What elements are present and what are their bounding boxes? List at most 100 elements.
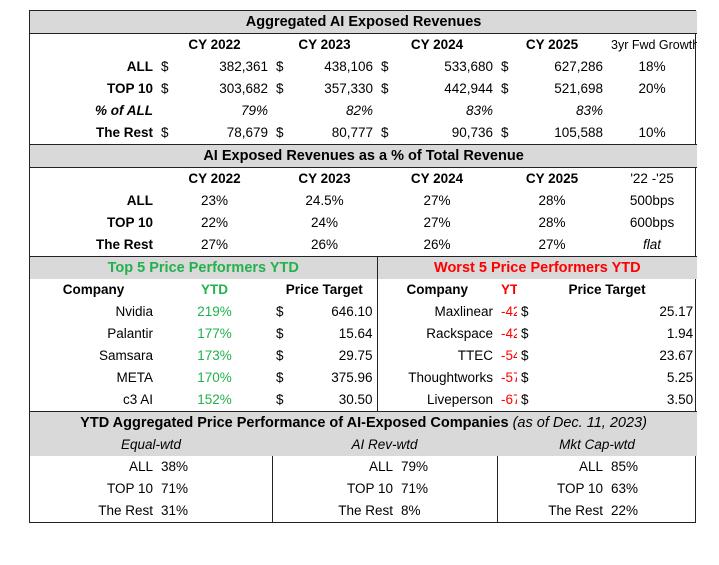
col-cy2024: CY 2024 bbox=[410, 171, 464, 186]
row-label: % of ALL bbox=[95, 103, 153, 118]
performance-value: 22% bbox=[611, 503, 639, 518]
worst5-company-name: Rackspace bbox=[376, 323, 497, 345]
performance-value: 63% bbox=[611, 481, 639, 496]
row-label: TOP 10 bbox=[106, 215, 153, 230]
cell-value: 105,588 bbox=[554, 125, 603, 140]
cell-value: 79% bbox=[240, 103, 268, 118]
top5-col-ytd: YTD bbox=[201, 282, 228, 297]
top5-currency-symbol: $ bbox=[276, 392, 284, 407]
worst5-ytd-value: -57% bbox=[501, 370, 517, 385]
growth-value bbox=[607, 100, 697, 122]
cell-value: 80,777 bbox=[331, 125, 373, 140]
row-label: The Rest bbox=[95, 125, 153, 140]
top5-company-name: Nvidia bbox=[115, 304, 153, 319]
currency-symbol: $ bbox=[161, 125, 169, 140]
section2-row: ALL 23% 24.5% 27% 28% 500bps bbox=[30, 190, 697, 212]
cell-value: 27% bbox=[423, 193, 451, 208]
col-cy2024: CY 2024 bbox=[410, 37, 464, 52]
cell-value: 382,361 bbox=[219, 59, 268, 74]
worst5-title: Worst 5 Price Performers YTD bbox=[376, 256, 698, 279]
top5-price-target: 30.50 bbox=[338, 392, 373, 407]
section1-row: The Rest $78,679 $80,777 $90,736 $105,588 10% bbox=[30, 122, 697, 145]
worst5-price-target: 23.67 bbox=[659, 348, 694, 363]
section3-header: Top 5 Price Performers YTD Worst 5 Price … bbox=[30, 256, 698, 279]
spacer bbox=[30, 168, 157, 191]
col-cy2022: CY 2022 bbox=[188, 37, 241, 52]
performance-value: 85% bbox=[611, 459, 639, 474]
row-label: ALL bbox=[126, 59, 153, 74]
weighting-name: Equal-wtd bbox=[30, 434, 272, 456]
section3-column-headers: Company YTD Price Target Company YTD Price Ta… bbox=[30, 279, 697, 301]
section1-header: Aggregated AI Exposed Revenues bbox=[30, 11, 698, 34]
worst5-ytd-value: -67% bbox=[501, 392, 517, 407]
col-cy2022: CY 2022 bbox=[188, 171, 241, 186]
col-cy2025: CY 2025 bbox=[525, 37, 579, 52]
top5-ytd-value: 177% bbox=[197, 326, 232, 341]
worst5-col-price-target: Price Target bbox=[568, 282, 646, 297]
worst5-ytd-value: -54% bbox=[501, 348, 517, 363]
cell-value: 303,682 bbox=[219, 81, 268, 96]
worst5-company-name: Thoughtworks bbox=[376, 367, 497, 389]
row-label: The Rest bbox=[98, 503, 153, 518]
section2-title: AI Exposed Revenues as a % of Total Reve… bbox=[30, 144, 698, 168]
currency-symbol: $ bbox=[501, 59, 509, 74]
col-cy2023: CY 2023 bbox=[298, 171, 351, 186]
performance-value: 38% bbox=[161, 459, 189, 474]
worst5-price-target: 1.94 bbox=[666, 326, 694, 341]
cell-value: 442,944 bbox=[444, 81, 493, 96]
cell-value: 83% bbox=[575, 103, 603, 118]
row-label: TOP 10 bbox=[271, 478, 397, 500]
section4-title: YTD Aggregated Price Performance of AI-E… bbox=[30, 411, 698, 434]
cell-value: 27% bbox=[200, 237, 229, 252]
row-label: TOP 10 bbox=[106, 481, 153, 496]
worst5-currency-symbol: $ bbox=[521, 392, 529, 407]
worst5-price-target: 25.17 bbox=[659, 304, 694, 319]
currency-symbol bbox=[497, 100, 517, 122]
worst5-currency-symbol: $ bbox=[521, 370, 529, 385]
section4-row: TOP 10 71% TOP 10 71% TOP 10 63% bbox=[30, 478, 697, 500]
change-value: flat bbox=[643, 237, 662, 252]
top5-company-name: Palantir bbox=[107, 326, 153, 341]
col-change: '22 -'25 bbox=[630, 171, 674, 186]
section2-header: AI Exposed Revenues as a % of Total Reve… bbox=[30, 144, 698, 168]
cell-value: 24% bbox=[310, 215, 339, 230]
cell-value: 357,330 bbox=[324, 81, 373, 96]
weighting-name: AI Rev-wtd bbox=[272, 434, 497, 456]
currency-symbol: $ bbox=[161, 59, 169, 74]
top5-currency-symbol: $ bbox=[276, 326, 284, 341]
cell-value: 26% bbox=[310, 237, 339, 252]
worst5-currency-symbol: $ bbox=[521, 348, 529, 363]
top5-ytd-value: 173% bbox=[197, 348, 232, 363]
cell-value: 24.5% bbox=[305, 193, 344, 208]
performance-value: 31% bbox=[161, 503, 189, 518]
row-label: ALL bbox=[126, 193, 153, 208]
cell-value: 26% bbox=[423, 237, 451, 252]
change-value: 500bps bbox=[629, 193, 675, 208]
top5-col-price-target: Price Target bbox=[285, 282, 363, 297]
row-label: ALL bbox=[271, 456, 397, 478]
worst5-company-name: TTEC bbox=[376, 345, 497, 367]
cell-value: 78,679 bbox=[226, 125, 268, 140]
cell-value: 521,698 bbox=[554, 81, 603, 96]
cell-value: 22% bbox=[200, 215, 229, 230]
performance-value: 71% bbox=[161, 481, 189, 496]
row-label: ALL bbox=[128, 459, 153, 474]
growth-value: 10% bbox=[638, 125, 666, 140]
currency-symbol: $ bbox=[276, 125, 284, 140]
top5-company-name: c3 AI bbox=[122, 392, 153, 407]
top5-ytd-value: 170% bbox=[197, 370, 232, 385]
top5-price-target: 29.75 bbox=[338, 348, 373, 363]
cell-value: 28% bbox=[538, 215, 566, 230]
currency-symbol: $ bbox=[381, 125, 389, 140]
row-label: ALL bbox=[496, 456, 607, 478]
cell-value: 27% bbox=[538, 237, 566, 252]
top5-title: Top 5 Price Performers YTD bbox=[30, 256, 377, 279]
performance-value: 79% bbox=[401, 459, 429, 474]
worst5-ytd-value: -42% bbox=[501, 326, 517, 341]
section4-header: YTD Aggregated Price Performance of AI-E… bbox=[30, 411, 698, 434]
cell-value: 27% bbox=[423, 215, 451, 230]
top5-company-name: META bbox=[116, 370, 154, 385]
